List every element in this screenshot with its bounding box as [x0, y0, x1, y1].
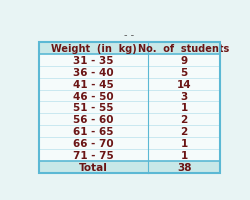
Text: Total: Total — [79, 162, 108, 172]
Bar — [39, 161, 148, 173]
Text: 36 - 40: 36 - 40 — [73, 67, 114, 77]
Text: 5: 5 — [180, 67, 187, 77]
Bar — [148, 42, 219, 54]
Text: 14: 14 — [176, 79, 191, 89]
Bar — [148, 114, 219, 126]
Text: 1: 1 — [180, 103, 187, 113]
Bar — [148, 126, 219, 138]
Bar — [148, 78, 219, 90]
Text: Weight  (in  kg): Weight (in kg) — [50, 43, 136, 53]
Bar — [148, 161, 219, 173]
Bar — [148, 150, 219, 161]
Text: 1: 1 — [180, 139, 187, 149]
Bar — [148, 138, 219, 150]
Text: 61 - 65: 61 - 65 — [73, 127, 114, 137]
Text: 38: 38 — [176, 162, 190, 172]
Bar — [148, 102, 219, 114]
Text: 2: 2 — [180, 115, 187, 125]
Bar — [148, 54, 219, 66]
Bar — [148, 66, 219, 78]
Bar — [39, 42, 148, 54]
Text: 71 - 75: 71 - 75 — [73, 151, 114, 161]
Bar — [39, 102, 148, 114]
Text: 1: 1 — [180, 151, 187, 161]
Text: 41 - 45: 41 - 45 — [73, 79, 114, 89]
Bar — [148, 90, 219, 102]
Text: 66 - 70: 66 - 70 — [73, 139, 114, 149]
Text: 2: 2 — [180, 127, 187, 137]
Text: 9: 9 — [180, 55, 187, 65]
Bar — [39, 114, 148, 126]
Bar — [39, 78, 148, 90]
Bar — [39, 138, 148, 150]
Text: - -: - - — [123, 30, 133, 40]
Text: 46 - 50: 46 - 50 — [73, 91, 114, 101]
Text: 51 - 55: 51 - 55 — [73, 103, 114, 113]
Text: 56 - 60: 56 - 60 — [73, 115, 114, 125]
Text: 31 - 35: 31 - 35 — [73, 55, 114, 65]
Text: No.  of  students: No. of students — [138, 43, 229, 53]
Bar — [39, 90, 148, 102]
Bar — [39, 66, 148, 78]
Text: 3: 3 — [180, 91, 187, 101]
Bar — [39, 150, 148, 161]
Bar — [39, 42, 219, 173]
Bar — [39, 54, 148, 66]
Bar — [39, 126, 148, 138]
